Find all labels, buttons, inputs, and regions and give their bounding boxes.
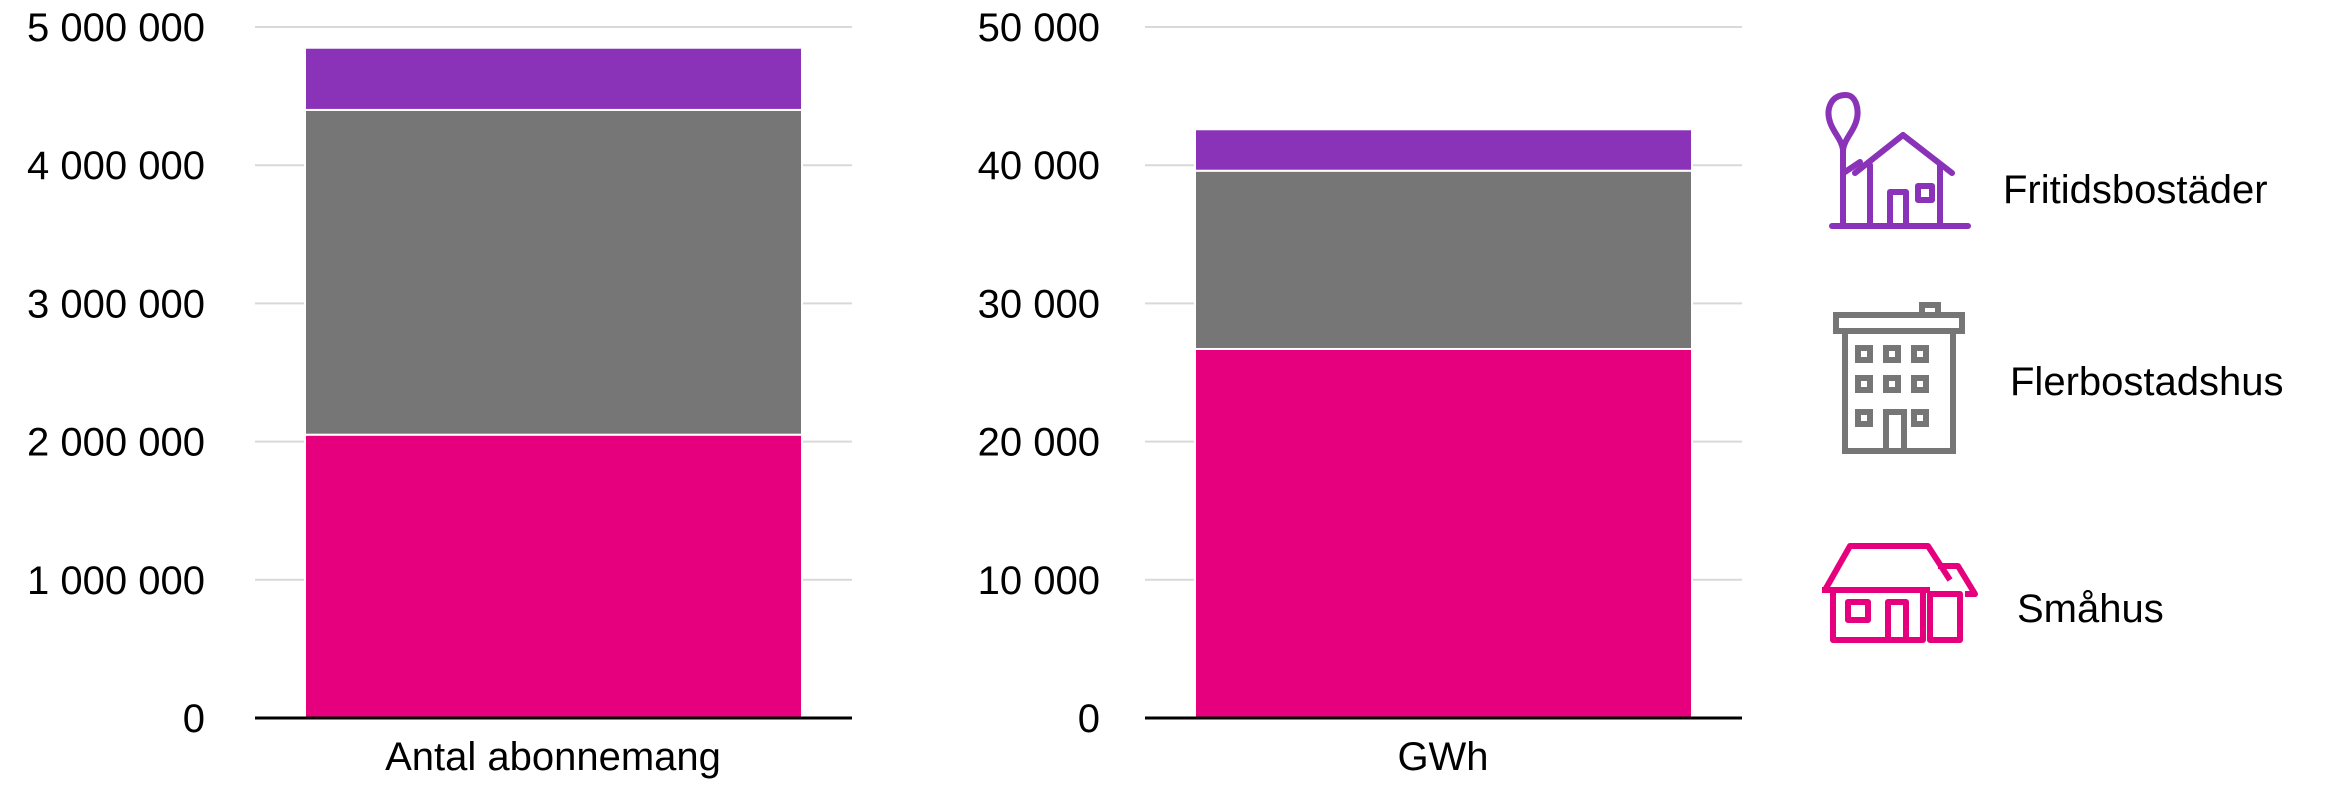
y-tick-label: 3 000 000: [27, 282, 205, 326]
chart-antal-abonnemang: 0 1 000 000 2 000 000 3 000 000 4 000 000 5 0…: [27, 6, 852, 779]
y-tick-label: 40 000: [978, 144, 1100, 188]
bar-segment-flerbostadshus: [304, 108, 803, 436]
bar-segment-fritidsbostader: [1194, 128, 1693, 172]
chart-gwh: 0 10 000 20 000 30 000 40 000 50 000 GWh: [978, 6, 1742, 779]
y-tick-label: 5 000 000: [27, 6, 205, 50]
house-icon: [1822, 543, 1978, 643]
y-tick-label: 1 000 000: [27, 559, 205, 603]
legend-label-smahus: Småhus: [2017, 587, 2164, 631]
bar-segment-smahus: [304, 433, 803, 719]
bar-segment-fritidsbostader: [304, 46, 803, 111]
x-category-label: GWh: [1397, 735, 1488, 779]
y-tick-label: 2 000 000: [27, 421, 205, 465]
legend: Fritidsbostäder Flerbostadshus: [1822, 92, 2283, 643]
legend-label-flerbostadshus: Flerbostadshus: [2010, 360, 2283, 404]
y-tick-label: 4 000 000: [27, 144, 205, 188]
bar-segment-smahus: [1194, 348, 1693, 719]
y-tick-label: 50 000: [978, 6, 1100, 50]
x-category-label: Antal abonnemang: [385, 735, 721, 779]
legend-label-fritidsbostader: Fritidsbostäder: [2003, 168, 2268, 212]
y-tick-label: 30 000: [978, 282, 1100, 326]
holiday-house-icon: [1825, 92, 1971, 229]
y-tick-label: 0: [1078, 697, 1100, 741]
bar-segment-flerbostadshus: [1194, 169, 1693, 351]
y-tick-label: 0: [183, 697, 205, 741]
y-tick-label: 10 000: [978, 559, 1100, 603]
y-tick-label: 20 000: [978, 421, 1100, 465]
apartment-building-icon: [1833, 302, 1965, 454]
